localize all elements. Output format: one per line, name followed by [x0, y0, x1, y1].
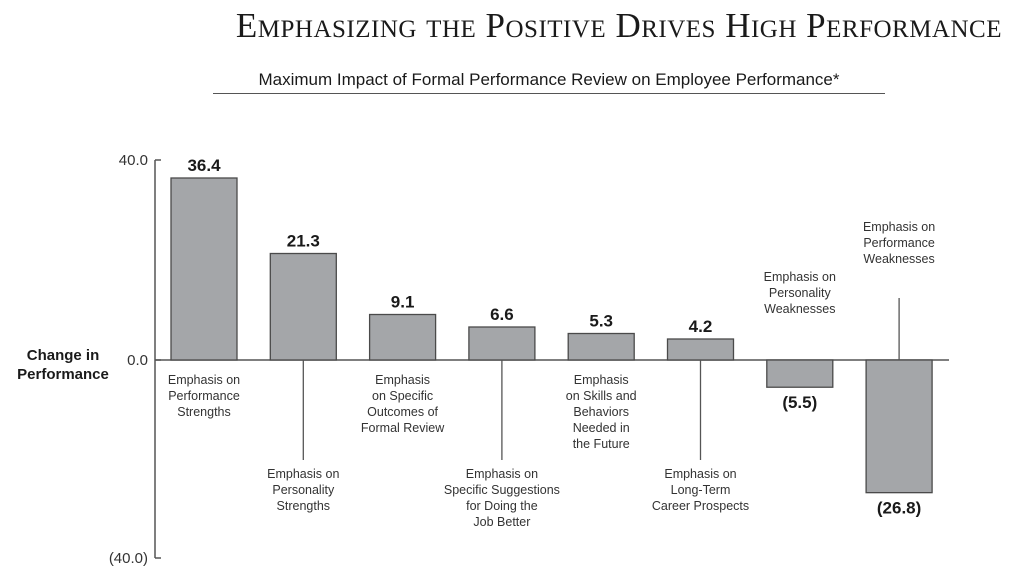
- y-axis-label: Change in: [27, 347, 100, 364]
- category-label-line: the Future: [573, 437, 630, 451]
- bar: [865, 359, 933, 494]
- category-label: Emphasis on Performance Weaknesses: [863, 220, 935, 266]
- category-label-line: Emphasis on: [764, 270, 836, 284]
- category-label-line: Behaviors: [573, 405, 629, 419]
- y-tick-label: 40.0: [119, 152, 148, 169]
- y-axis-label: Performance: [17, 366, 109, 383]
- category-label-line: Needed in: [573, 421, 630, 435]
- category-label-line: Formal Review: [361, 421, 445, 435]
- bar: [170, 177, 238, 361]
- bar: [666, 338, 735, 361]
- bar: [269, 252, 337, 361]
- value-label: 36.4: [187, 156, 221, 175]
- bars: [170, 177, 933, 494]
- labels: 36.4 Emphasis on Performance Strengths 21.3 E…: [168, 156, 935, 529]
- category-label-line: Personality: [769, 286, 832, 300]
- category-label-line: Job Better: [473, 515, 530, 529]
- category-label-line: Performance: [863, 236, 935, 250]
- category-label-line: Personality: [272, 483, 335, 497]
- category-label-line: Weaknesses: [764, 302, 835, 316]
- category-label-line: Specific Suggestions: [444, 483, 560, 497]
- chart-title: Emphasizing the Positive Drives High Per…: [235, 6, 1002, 45]
- category-label-line: Emphasis: [375, 373, 430, 387]
- category-label-line: Strengths: [177, 405, 231, 419]
- axes: 40.0 0.0 (40.0) Change in Performance: [17, 152, 949, 567]
- category-label-line: on Specific: [372, 389, 433, 403]
- value-label: 6.6: [490, 305, 514, 324]
- y-tick-label: 0.0: [127, 352, 148, 369]
- category-label-line: Emphasis on: [466, 467, 538, 481]
- category-label: Emphasis on Skills and Behaviors Needed in t…: [566, 373, 637, 451]
- bar: [468, 326, 536, 361]
- category-label-line: Emphasis on: [168, 373, 240, 387]
- bar: [368, 313, 437, 361]
- category-label: Emphasis on Personality Weaknesses: [764, 270, 836, 316]
- category-label-line: Emphasis on: [863, 220, 935, 234]
- category-label-line: Career Prospects: [652, 499, 749, 513]
- value-label: 5.3: [589, 312, 613, 331]
- category-label-line: Emphasis on: [664, 467, 736, 481]
- value-label: 4.2: [689, 317, 713, 336]
- category-label-line: Performance: [168, 389, 240, 403]
- category-label-line: for Doing the: [466, 499, 538, 513]
- category-label: Emphasis on Personality Strengths: [267, 467, 339, 513]
- category-label-line: Weaknesses: [863, 252, 934, 266]
- category-label-line: Strengths: [277, 499, 331, 513]
- category-label: Emphasis on Specific Suggestions for Doing…: [444, 467, 560, 529]
- category-label: Emphasis on Performance Strengths: [168, 373, 240, 419]
- value-label: 21.3: [287, 232, 320, 251]
- y-tick-label: (40.0): [109, 550, 148, 567]
- category-label: Emphasis on Long-Term Career Prospects: [652, 467, 749, 513]
- category-label: Emphasis on Specific Outcomes of Formal Rev…: [361, 373, 445, 435]
- bar: [766, 359, 834, 388]
- category-label-line: Long-Term: [671, 483, 731, 497]
- bar: [567, 332, 635, 361]
- category-label-line: Outcomes of: [367, 405, 438, 419]
- value-label: (5.5): [782, 393, 817, 412]
- category-label-line: Emphasis on: [267, 467, 339, 481]
- category-label-line: Emphasis: [574, 373, 629, 387]
- category-label-line: on Skills and: [566, 389, 637, 403]
- value-label: (26.8): [877, 499, 921, 518]
- value-label: 9.1: [391, 293, 415, 312]
- chart-subtitle: Maximum Impact of Formal Performance Rev…: [213, 70, 885, 94]
